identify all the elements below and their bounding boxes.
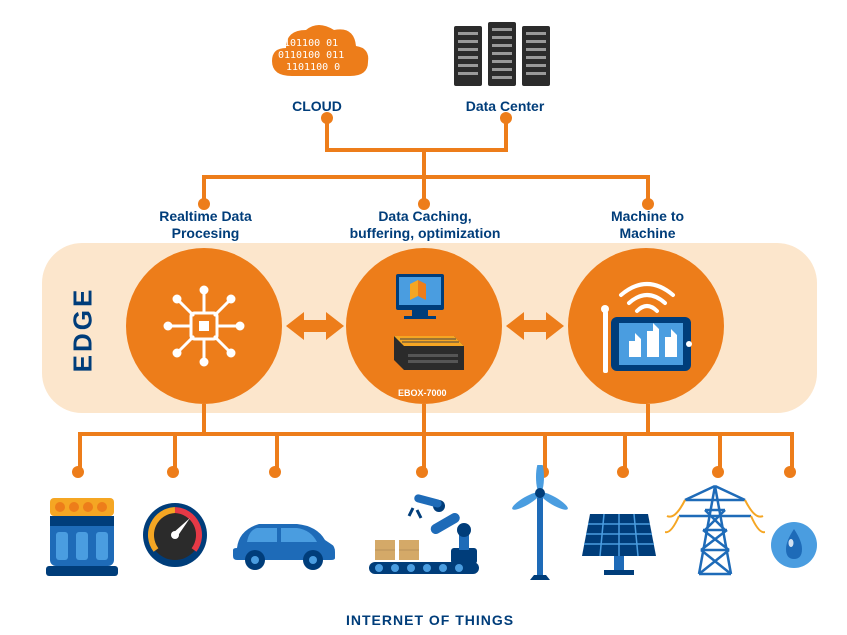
processing-label: Realtime Data Procesing — [128, 208, 283, 242]
robot-conveyor-icon — [365, 490, 495, 590]
water-drop-icon — [770, 515, 818, 578]
m2m-label: Machine to Machine — [585, 208, 710, 242]
cloud-icon: 101100 01 0110100 011 1101100 0 — [262, 16, 372, 96]
wind-turbine-icon — [510, 465, 570, 590]
chip-icon — [159, 281, 249, 371]
monitor-box-icon — [354, 256, 494, 396]
caching-label: Data Caching, buffering, optimization — [340, 208, 510, 242]
arrow-right — [506, 312, 564, 340]
caching-circle — [346, 248, 502, 404]
tablet-wifi-icon — [581, 261, 711, 391]
solar-panel-icon — [580, 510, 658, 583]
svg-text:0110100 011: 0110100 011 — [278, 50, 344, 61]
iot-label: INTERNET OF THINGS — [346, 612, 514, 628]
cloud-label: CLOUD — [262, 98, 372, 114]
edge-vertical-label: EDGE — [67, 287, 98, 373]
processing-circle — [126, 248, 282, 404]
engine-icon — [42, 490, 122, 585]
svg-text:1101100 0: 1101100 0 — [286, 62, 340, 73]
datacenter-icon — [450, 18, 560, 95]
m2m-circle — [568, 248, 724, 404]
power-tower-icon — [665, 480, 765, 585]
svg-text:101100 01: 101100 01 — [284, 38, 338, 49]
gauge-icon — [140, 500, 210, 575]
arrow-left — [286, 312, 344, 340]
car-icon — [225, 510, 340, 577]
ebox-label: EBOX-7000 — [398, 388, 447, 398]
